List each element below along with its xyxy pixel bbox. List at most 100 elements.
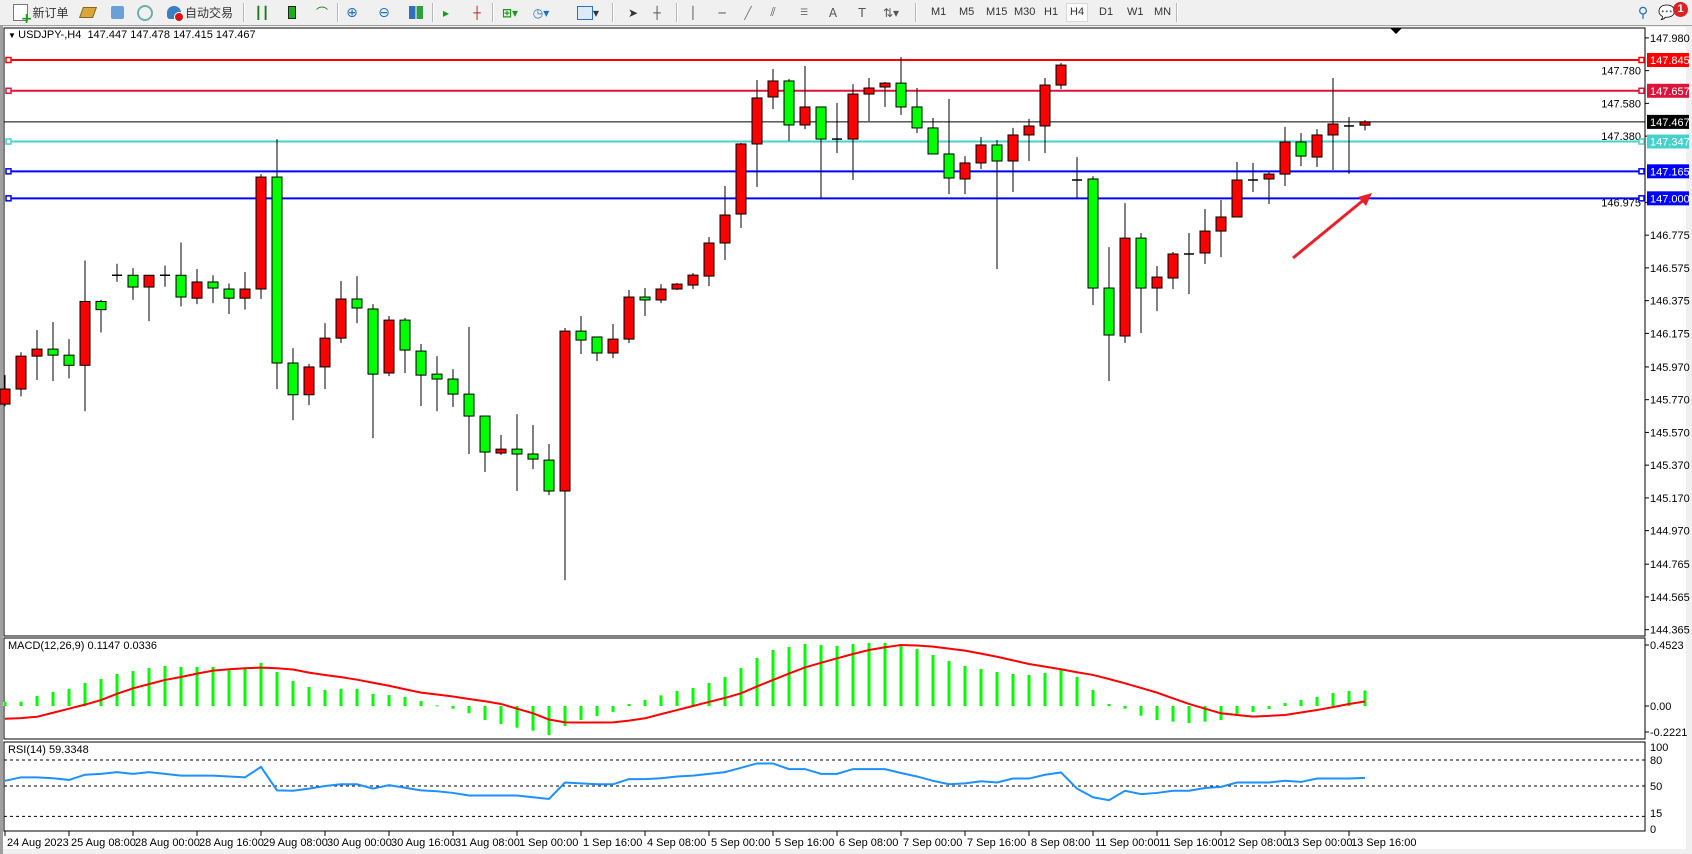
candle-bearish <box>543 459 555 492</box>
price-tick-label: 146.775 <box>1650 230 1690 242</box>
macd-histogram-bar <box>691 688 695 706</box>
zoom-out-icon[interactable]: ⊖ <box>378 4 390 21</box>
macd-histogram-bar <box>1251 706 1255 712</box>
line-handle[interactable] <box>5 87 12 95</box>
macd-histogram-bar <box>995 671 999 706</box>
trendline-icon[interactable]: ╱ <box>744 5 752 20</box>
timeframe-m30[interactable]: M30 <box>1014 6 1036 18</box>
annotation-arrow[interactable] <box>1292 196 1367 260</box>
macd-histogram-bar <box>675 691 679 706</box>
timeframe-h4[interactable]: H4 <box>1066 3 1089 22</box>
candle-bullish <box>879 82 891 88</box>
candlestick-icon[interactable] <box>283 3 301 22</box>
macd-histogram-bar <box>755 657 759 706</box>
macd-histogram-bar <box>67 688 71 706</box>
candle-bearish <box>447 378 459 395</box>
zoom-in-icon[interactable]: ⊕ <box>346 4 358 21</box>
equidistant-channel-icon[interactable]: ⫽ <box>770 5 776 19</box>
candle-bullish <box>703 242 715 277</box>
time-tick-label: 11 Sep 16:00 <box>1159 837 1224 849</box>
macd-histogram-bar <box>451 706 455 709</box>
candle-bullish <box>255 176 267 290</box>
candle-bullish <box>335 298 347 339</box>
time-tick-label: 31 Aug 08:00 <box>455 837 520 849</box>
cursor-icon[interactable]: ➤ <box>627 5 639 20</box>
candle-bullish <box>1359 121 1371 126</box>
timeframe-mn[interactable]: MN <box>1154 6 1172 18</box>
periods-icon[interactable]: ◷▾ <box>532 5 550 20</box>
autoscroll-icon[interactable]: ┼ <box>473 5 481 20</box>
crosshair-icon[interactable]: ┼ <box>653 5 661 20</box>
macd-histogram-bar <box>899 646 903 706</box>
candle-bearish <box>1087 178 1099 289</box>
auto-trading-button[interactable]: 自动交易 <box>160 3 240 22</box>
timeframe-m5[interactable]: M5 <box>959 6 975 18</box>
line-chart-icon[interactable]: ⌒ <box>315 6 328 20</box>
time-tick-label: 28 Aug 16:00 <box>199 837 264 849</box>
candle-bullish <box>303 366 315 396</box>
candle-bullish <box>719 214 731 244</box>
price-tick-label: 144.365 <box>1650 625 1690 637</box>
candle-bullish <box>1311 134 1323 158</box>
candle-bullish <box>1007 134 1019 162</box>
line-handle[interactable] <box>1638 138 1645 145</box>
candle-bullish <box>239 288 251 299</box>
fibonacci-icon[interactable]: ☰ <box>799 7 809 18</box>
time-tick-label: 29 Aug 08:00 <box>263 837 328 849</box>
macd-histogram-bar <box>1331 693 1335 706</box>
macd-histogram-bar <box>835 646 839 706</box>
timeframe-h1[interactable]: H1 <box>1044 6 1059 18</box>
tile-windows-icon[interactable] <box>407 3 425 22</box>
macd-histogram-bar <box>1075 676 1079 706</box>
time-tick-label: 1 Sep 00:00 <box>519 837 578 849</box>
time-tick-label: 7 Sep 00:00 <box>903 837 962 849</box>
macd-histogram-bar <box>739 668 743 706</box>
main-panel-frame <box>3 27 1646 637</box>
candle-bullish <box>1023 125 1035 136</box>
line-handle[interactable] <box>1638 168 1645 175</box>
timeframe-m15[interactable]: M15 <box>986 6 1008 18</box>
new-order-button[interactable]: + 新订单 <box>6 3 76 26</box>
auto-trading-label: 自动交易 <box>184 6 233 20</box>
timeframe-d1[interactable]: D1 <box>1099 6 1114 18</box>
candle-bearish <box>895 82 907 108</box>
chart-shift-marker-icon[interactable] <box>1390 28 1402 34</box>
macd-histogram-bar <box>483 706 487 721</box>
timeframe-w1[interactable]: W1 <box>1127 6 1144 18</box>
bar-chart-icon[interactable]: ┃┃ <box>254 5 270 20</box>
market-watch-icon[interactable] <box>107 3 127 22</box>
candle-bullish <box>31 348 43 357</box>
signals-icon[interactable] <box>135 3 155 22</box>
line-handle[interactable] <box>5 195 12 202</box>
macd-label: MACD(12,26,9) 0.1147 0.0336 <box>8 640 157 652</box>
line-handle[interactable] <box>5 56 12 64</box>
chart-shift-icon[interactable]: ▸ <box>442 5 450 20</box>
macd-histogram-bar <box>1235 706 1239 716</box>
line-handle[interactable] <box>5 168 12 175</box>
line-handle[interactable] <box>1638 195 1645 202</box>
macd-histogram-bar <box>83 683 87 706</box>
horizontal-line-icon[interactable]: ─ <box>718 5 726 20</box>
text-label-icon[interactable]: T <box>858 5 866 20</box>
indicators-icon[interactable]: ▾ <box>573 3 603 22</box>
candle-bearish <box>911 106 923 129</box>
arrows-icon[interactable]: ⇅▾ <box>882 5 900 20</box>
line-handle[interactable] <box>1638 56 1645 64</box>
macd-histogram-bar <box>707 683 711 706</box>
new-chart-icon[interactable]: ⊞▾ <box>501 5 519 20</box>
line-handle[interactable] <box>5 138 12 145</box>
price-line-label-bg <box>1647 164 1689 179</box>
notifications-icon[interactable]: 💬 <box>1658 4 1676 21</box>
text-icon[interactable]: A <box>828 5 838 20</box>
timeframe-m1[interactable]: M1 <box>931 6 947 18</box>
line-handle[interactable] <box>1638 87 1645 95</box>
price-tick-label: 145.370 <box>1650 460 1690 472</box>
vertical-line-icon[interactable]: │ <box>689 5 697 20</box>
separator <box>432 3 434 22</box>
candle-bullish <box>799 106 811 126</box>
collapse-triangle-icon[interactable]: ▼ <box>8 31 19 40</box>
candle-bearish <box>287 362 299 396</box>
search-icon[interactable]: ⚲ <box>1637 4 1649 21</box>
price-tick-label: 146.375 <box>1650 296 1690 308</box>
